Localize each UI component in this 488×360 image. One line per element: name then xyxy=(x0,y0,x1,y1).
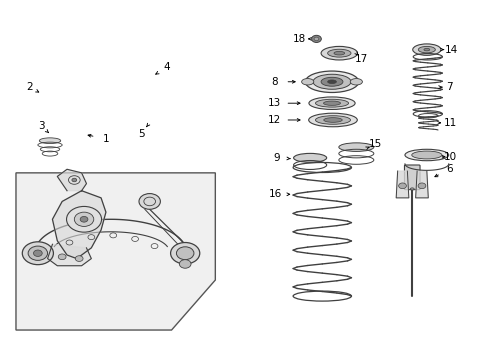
Ellipse shape xyxy=(327,49,350,57)
Circle shape xyxy=(66,206,102,232)
Text: 16: 16 xyxy=(268,189,281,199)
Ellipse shape xyxy=(349,78,362,85)
Text: 11: 11 xyxy=(443,118,456,128)
Ellipse shape xyxy=(423,48,429,51)
Circle shape xyxy=(313,37,318,41)
Ellipse shape xyxy=(323,101,340,105)
Text: 8: 8 xyxy=(271,77,277,87)
Text: 3: 3 xyxy=(39,121,45,131)
Ellipse shape xyxy=(404,149,448,161)
Ellipse shape xyxy=(338,143,373,152)
Circle shape xyxy=(58,254,66,260)
Ellipse shape xyxy=(315,116,350,124)
Ellipse shape xyxy=(39,138,61,144)
Circle shape xyxy=(75,256,83,261)
Polygon shape xyxy=(395,171,408,198)
Text: 2: 2 xyxy=(26,82,33,92)
Circle shape xyxy=(28,246,47,260)
Ellipse shape xyxy=(315,99,348,107)
Text: 14: 14 xyxy=(444,45,457,55)
Ellipse shape xyxy=(327,80,336,84)
Ellipse shape xyxy=(312,74,350,89)
Circle shape xyxy=(80,216,88,222)
Ellipse shape xyxy=(333,51,344,55)
Ellipse shape xyxy=(321,46,357,60)
Circle shape xyxy=(139,194,160,209)
FancyBboxPatch shape xyxy=(404,165,419,190)
Text: 15: 15 xyxy=(368,139,382,149)
Polygon shape xyxy=(52,191,106,258)
Polygon shape xyxy=(16,173,215,330)
Text: 9: 9 xyxy=(273,153,280,163)
Text: 17: 17 xyxy=(354,54,367,64)
Text: 12: 12 xyxy=(267,115,281,125)
Polygon shape xyxy=(415,171,427,198)
Text: 4: 4 xyxy=(163,63,170,72)
Text: 5: 5 xyxy=(138,129,144,139)
Ellipse shape xyxy=(301,78,313,85)
Ellipse shape xyxy=(323,118,342,122)
Circle shape xyxy=(33,250,42,256)
Circle shape xyxy=(398,183,406,189)
Circle shape xyxy=(311,35,321,42)
Ellipse shape xyxy=(293,153,326,162)
Text: 1: 1 xyxy=(102,134,109,144)
Circle shape xyxy=(72,178,77,182)
Circle shape xyxy=(74,212,94,226)
Ellipse shape xyxy=(321,77,342,86)
Text: 7: 7 xyxy=(446,82,452,92)
Text: 10: 10 xyxy=(443,152,456,162)
Ellipse shape xyxy=(308,113,357,127)
Polygon shape xyxy=(47,244,91,266)
Ellipse shape xyxy=(409,188,413,190)
Ellipse shape xyxy=(305,71,358,93)
Text: 13: 13 xyxy=(267,98,281,108)
Ellipse shape xyxy=(308,97,354,109)
Polygon shape xyxy=(57,169,86,191)
Circle shape xyxy=(22,242,53,265)
Circle shape xyxy=(179,260,191,268)
Ellipse shape xyxy=(412,44,440,55)
Circle shape xyxy=(417,183,425,189)
Text: 6: 6 xyxy=(446,164,452,174)
Text: 18: 18 xyxy=(292,34,305,44)
Ellipse shape xyxy=(417,46,434,53)
Circle shape xyxy=(176,247,194,260)
Ellipse shape xyxy=(411,151,441,159)
Circle shape xyxy=(170,243,200,264)
